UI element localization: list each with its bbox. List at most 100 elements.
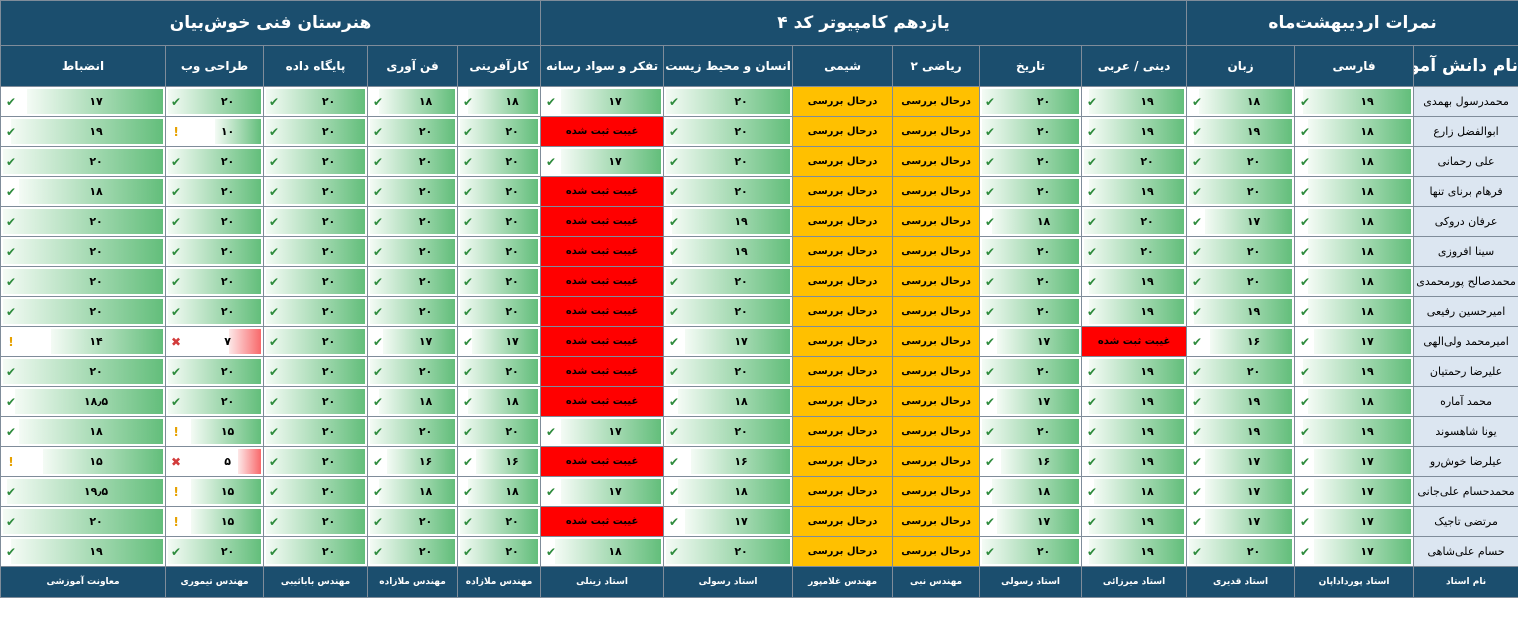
grade-bar: [3, 209, 164, 234]
status-absent: غیبت ثبت شده: [1081, 326, 1188, 357]
teacher-name: استاد پورداداپان: [1294, 566, 1415, 598]
student-name: سینا افروزی: [1413, 236, 1518, 267]
grade-value: ۱۹: [1246, 305, 1261, 318]
grade-bar: [1204, 509, 1293, 534]
check-icon: ✔: [669, 244, 680, 259]
grade-value: ۱۸: [608, 545, 622, 558]
status-pending: درحال بررسی: [892, 206, 981, 237]
check-icon: ✔: [985, 334, 996, 349]
check-icon: ✔: [171, 244, 182, 259]
grade-value: ۲۰: [220, 185, 235, 198]
grade-cell: ✔ ۱۸: [457, 386, 542, 417]
grade-value: ۲۰: [321, 335, 336, 348]
status-pending: درحال بررسی: [792, 236, 894, 267]
grade-value: ۲۰: [734, 125, 748, 138]
grade-cell: ✔ ۱۹٫۵: [0, 476, 167, 507]
grade-value: ۱۸: [1360, 215, 1374, 228]
check-icon: ✔: [269, 424, 280, 439]
grade-cell: ✔ ۱۸: [1294, 236, 1415, 267]
grade-cell: ✔ ۱۹: [1186, 386, 1296, 417]
grade-value: ۱۹: [1246, 125, 1261, 138]
grade-cell: ✔ ۱۷: [1294, 476, 1415, 507]
check-icon: ✔: [463, 244, 474, 259]
status-absent: غیبت ثبت شده: [540, 266, 665, 297]
student-name: فرهام برنای تنها: [1413, 176, 1518, 207]
grade-cell: ✔ ۱۷: [979, 326, 1083, 357]
check-icon: ✔: [669, 214, 680, 229]
grade-value: ۲۰: [321, 245, 336, 258]
grade-value: ۱۹: [1140, 275, 1154, 288]
grade-cell: ✔ ۲۰: [367, 266, 459, 297]
grade-value: ۲۰: [1140, 245, 1154, 258]
check-icon: ✔: [1300, 274, 1311, 289]
grade-bar: [1084, 209, 1185, 234]
table-row: محمدحسام علی‌جانی ✔ ۱۷ ✔ ۱۷ ✔ ۱۸ ✔ ۱۸ درحال بررسی…: [0, 476, 1518, 507]
grade-value: ۱۶: [418, 455, 433, 468]
check-icon: ✔: [669, 124, 680, 139]
grade-cell: ✔ ۲۰: [263, 356, 369, 387]
grade-bar: [666, 299, 791, 324]
grade-value: ۲۰: [505, 275, 519, 288]
status-pending: درحال بررسی: [792, 476, 894, 507]
grade-value: ۲۰: [1036, 155, 1051, 168]
grade-bar: [1089, 179, 1185, 204]
grade-bar: [378, 479, 456, 504]
grade-cell: ✔ ۲۰: [165, 536, 265, 567]
check-icon: ✔: [669, 544, 680, 559]
grade-bar: [266, 89, 366, 114]
grade-value: ۱۸: [1360, 155, 1374, 168]
table-row: محمدرسول بهمدی ✔ ۱۹ ✔ ۱۸ ✔ ۱۹ ✔ ۲۰ درحال بررسی درح…: [0, 86, 1518, 117]
check-icon: ✔: [5, 154, 17, 169]
grade-bar: [370, 119, 456, 144]
grade-bar: [460, 119, 539, 144]
grade-cell: ✔ ۱۹: [1294, 356, 1415, 387]
grade-value: ۱۸٫۵: [83, 395, 109, 408]
check-icon: ✔: [373, 484, 384, 499]
check-icon: ✔: [985, 544, 996, 559]
grade-bar: [1209, 329, 1293, 354]
grade-bar: [11, 119, 164, 144]
grade-bar: [666, 539, 791, 564]
teacher-name: استاد قدیری: [1186, 566, 1296, 598]
grade-bar: [51, 329, 164, 354]
status-pending: درحال بررسی: [892, 476, 981, 507]
grade-value: ۲۰: [220, 275, 235, 288]
grade-cell: ✔ ۱۸: [1186, 86, 1296, 117]
teacher-name: مهندس باباثیبی: [263, 566, 369, 598]
grade-value: ۱۸: [1360, 275, 1374, 288]
grade-value: ۱۹: [89, 545, 103, 558]
grade-cell: ✔ ۲۰: [263, 176, 369, 207]
grade-value: ۲۰: [89, 305, 103, 318]
grade-bar: [3, 149, 164, 174]
teacher-name: استاد رسولی: [663, 566, 794, 598]
grade-bar: [370, 299, 456, 324]
class-title: یازدهم کامپیوتر کد ۴: [540, 0, 1188, 46]
grade-value: ۲۰: [1036, 185, 1051, 198]
check-icon: ✔: [1087, 94, 1098, 109]
grade-cell: ✔ ۲۰: [367, 236, 459, 267]
check-icon: ✔: [985, 514, 996, 529]
grade-bar: [1189, 269, 1293, 294]
grade-bar: [982, 359, 1080, 384]
grade-cell: ! ۱۵: [165, 416, 265, 447]
grade-value: ۱۷: [1246, 455, 1261, 468]
grade-cell: ✔ ۱۷: [1294, 506, 1415, 537]
grade-bar: [378, 89, 456, 114]
grade-cell: ✔ ۱۹: [0, 116, 167, 147]
check-icon: ✔: [1192, 454, 1203, 469]
check-icon: ✔: [5, 244, 17, 259]
grade-value: ۱۹: [1140, 515, 1154, 528]
grade-bar: [3, 239, 164, 264]
grade-value: ۲۰: [418, 125, 433, 138]
status-pending: درحال بررسی: [792, 86, 894, 117]
grade-cell: ✔ ۱۷: [979, 506, 1083, 537]
check-icon: ✔: [373, 304, 384, 319]
grade-value: ۱۸: [1036, 215, 1051, 228]
grade-cell: ✔ ۱۸: [1294, 146, 1415, 177]
grade-cell: ✔ ۱۸: [367, 386, 459, 417]
grade-cell: ✖ ۵: [165, 446, 265, 477]
check-icon: ✔: [171, 154, 182, 169]
check-icon: ✔: [373, 544, 384, 559]
grade-bar: [168, 239, 262, 264]
grade-value: ۲۰: [418, 245, 433, 258]
